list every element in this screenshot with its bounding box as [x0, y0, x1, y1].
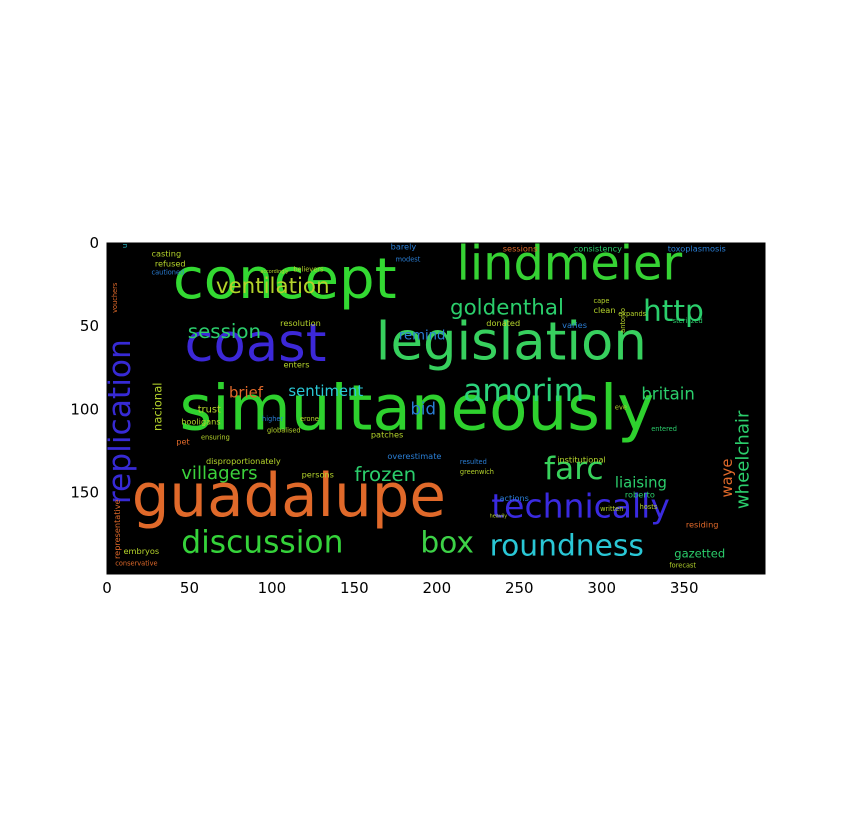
word-eve: eve [615, 403, 627, 411]
word-ventilation: ventilation [216, 274, 330, 299]
word-accordingly: accordingly [260, 269, 288, 275]
word-remind: remind [399, 328, 445, 343]
x-tick-label: 200 [423, 579, 452, 597]
word-farc: farc [544, 451, 604, 487]
word-barely: barely [391, 242, 417, 252]
word-actions: actions [499, 493, 528, 503]
word-written: written [600, 505, 623, 513]
word-legislation: legislation [376, 311, 647, 372]
word-trust: trust [198, 405, 221, 416]
word-guadalupe: guadalupe [132, 462, 446, 531]
y-tick-label: 50 [80, 317, 99, 335]
word-erone: erone [300, 415, 319, 423]
word-technically: technically [491, 486, 670, 525]
plot-area [107, 243, 765, 574]
x-tick-label: 100 [258, 579, 287, 597]
word-wheelchair: wheelchair [733, 410, 754, 509]
word-concept: concept [173, 247, 397, 312]
word-greenwich: greenwich [460, 468, 494, 476]
word-brief: brief [229, 385, 264, 402]
word-refused: refused [155, 258, 186, 268]
word-overestimate: overestimate [387, 451, 441, 461]
word-discussion: discussion [181, 524, 343, 560]
word-expands: expands [618, 310, 646, 318]
word-sentiment: sentiment [288, 383, 363, 400]
word-nacional: nacional [150, 383, 164, 431]
y-tick-label: 0 [89, 234, 99, 252]
word-coast: coast [185, 313, 327, 374]
word-residing: residing [686, 519, 719, 529]
word-frozen: frozen [354, 463, 416, 486]
word-session: session [188, 320, 261, 343]
word-upgrades: upgrades [121, 216, 129, 248]
word-toxoplasmosis: toxoplasmosis [668, 243, 726, 253]
word-disproportionately: disproportionately [206, 456, 281, 466]
word-simultaneously: simultaneously [180, 371, 655, 444]
word-donated: donated [486, 318, 520, 328]
word-entered: entered [651, 425, 677, 433]
word-enters: enters [283, 360, 309, 370]
word-box: box [420, 525, 474, 560]
y-tick-label: 150 [70, 483, 99, 501]
word-heavily: heavily [490, 513, 508, 519]
word-hooligans: hooligans [181, 416, 220, 426]
word-casting: casting [152, 248, 182, 258]
word-consistency: consistency [574, 243, 622, 253]
word-modest: modest [396, 255, 421, 263]
word-http: http [643, 294, 704, 329]
word-embryos: embryos [123, 546, 159, 556]
word-roundness: roundness [490, 529, 644, 564]
word-believers: believers [293, 265, 324, 273]
word-resolution: resolution [280, 318, 321, 328]
x-tick-label: 0 [102, 579, 112, 597]
word-higher: higher [262, 415, 283, 423]
word-globalised: globalised [267, 427, 301, 435]
word-cautioned: cautioned [152, 269, 185, 277]
word-institutional: institutional [557, 455, 606, 465]
x-tick-label: 350 [670, 579, 699, 597]
word-liaising: liaising [615, 475, 667, 492]
y-tick-label: 100 [70, 400, 99, 418]
x-tick-label: 50 [180, 579, 199, 597]
word-waye: waye [719, 458, 736, 497]
word-vouchers: vouchers [111, 282, 119, 313]
y-axis: 0 50 100 150 [70, 234, 765, 501]
x-tick-label: 150 [340, 579, 369, 597]
word-resulted: resulted [460, 458, 487, 466]
word-forecast: forecast [669, 561, 696, 569]
word-lindmeier: lindmeier [457, 237, 683, 292]
word-hosts: hosts [640, 503, 658, 511]
word-conservative: conservative [115, 560, 157, 568]
x-axis: 0 50 100 150 200 250 300 350 [102, 243, 699, 597]
word-bid: bid [410, 399, 436, 418]
axes-frame [106, 242, 766, 575]
word-clean: clean [593, 305, 615, 315]
word-patches: patches [371, 430, 403, 440]
word-amorim: amorim [463, 373, 584, 409]
word-varies: varies [562, 320, 587, 330]
word-goldenthal: goldenthal [450, 296, 564, 321]
word-roberto: roberto [625, 489, 655, 499]
word-villagers: villagers [181, 463, 257, 484]
word-ensuring: ensuring [201, 433, 230, 441]
word-antonio: antonio [619, 308, 627, 333]
word-sessions: sessions [503, 243, 538, 253]
word-sterilized: sterilized [673, 317, 703, 325]
x-tick-label: 300 [587, 579, 616, 597]
word-persons: persons [302, 470, 334, 480]
word-replication: replication [102, 339, 138, 504]
word-gazetted: gazetted [674, 546, 725, 560]
word-britain: britain [641, 384, 694, 403]
word-representative: representative [112, 499, 122, 559]
word-cape: cape [593, 297, 609, 305]
x-tick-label: 250 [505, 579, 534, 597]
word-pet: pet [176, 436, 190, 446]
